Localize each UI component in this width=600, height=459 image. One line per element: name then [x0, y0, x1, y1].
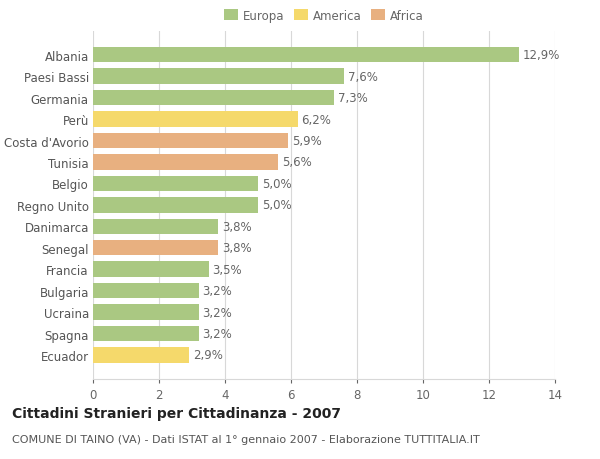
Text: 12,9%: 12,9% — [523, 49, 560, 62]
Text: Cittadini Stranieri per Cittadinanza - 2007: Cittadini Stranieri per Cittadinanza - 2… — [12, 406, 341, 420]
Bar — [93, 69, 344, 85]
Bar — [93, 347, 188, 363]
Text: 3,8%: 3,8% — [223, 220, 252, 233]
Bar — [93, 305, 199, 320]
Bar — [93, 326, 199, 341]
Text: 7,3%: 7,3% — [338, 92, 368, 105]
Bar — [93, 176, 258, 192]
Text: 3,5%: 3,5% — [212, 263, 242, 276]
Bar — [93, 91, 334, 106]
Bar — [93, 262, 209, 277]
Bar — [93, 48, 519, 63]
Text: 3,2%: 3,2% — [203, 306, 232, 319]
Legend: Europa, America, Africa: Europa, America, Africa — [224, 10, 424, 23]
Bar — [93, 219, 218, 235]
Bar — [93, 112, 298, 128]
Text: 3,2%: 3,2% — [203, 327, 232, 340]
Text: 5,9%: 5,9% — [292, 134, 322, 148]
Text: 3,2%: 3,2% — [203, 285, 232, 297]
Bar — [93, 198, 258, 213]
Bar — [93, 241, 218, 256]
Text: 3,8%: 3,8% — [223, 242, 252, 255]
Text: COMUNE DI TAINO (VA) - Dati ISTAT al 1° gennaio 2007 - Elaborazione TUTTITALIA.I: COMUNE DI TAINO (VA) - Dati ISTAT al 1° … — [12, 434, 480, 444]
Text: 5,0%: 5,0% — [262, 178, 292, 190]
Bar — [93, 134, 288, 149]
Bar — [93, 283, 199, 299]
Text: 5,6%: 5,6% — [282, 156, 311, 169]
Text: 2,9%: 2,9% — [193, 349, 223, 362]
Bar — [93, 155, 278, 170]
Text: 5,0%: 5,0% — [262, 199, 292, 212]
Text: 7,6%: 7,6% — [348, 71, 377, 84]
Text: 6,2%: 6,2% — [302, 113, 331, 126]
